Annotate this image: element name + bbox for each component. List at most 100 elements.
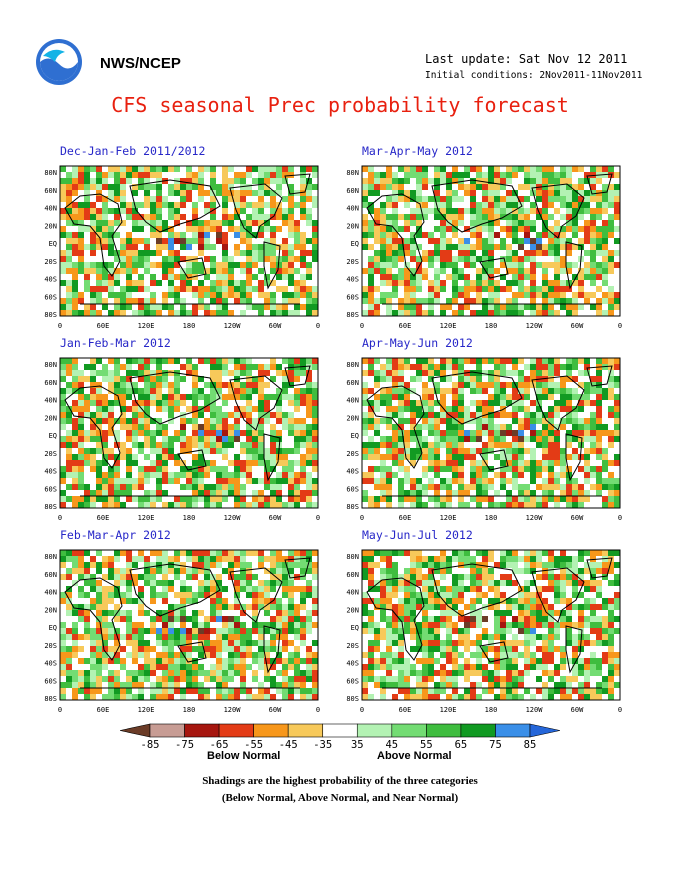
lat-tick-label: 60N <box>44 571 57 579</box>
colorbar-swatch <box>184 723 220 738</box>
lat-tick-label: 40S <box>346 276 359 284</box>
lat-tick-label: 80S <box>346 311 359 319</box>
colorbar-swatch <box>460 723 496 738</box>
lon-tick-label: 120W <box>224 322 242 330</box>
noaa-logo <box>36 39 82 85</box>
lat-tick-label: EQ <box>49 432 57 440</box>
agency-label: NWS/NCEP <box>100 55 181 72</box>
lon-tick-label: 180 <box>183 322 196 330</box>
lat-tick-label: 40S <box>44 468 57 476</box>
panel-title-fma: Feb-Mar-Apr 2012 <box>60 528 171 542</box>
lon-tick-label: 0 <box>316 514 320 522</box>
panel-title-mjj: May-Jun-Jul 2012 <box>362 528 473 542</box>
lat-tick-label: 60S <box>44 677 57 685</box>
colorbar-legend: -85 -75 -65 -55 -45 -35 35 45 55 65 75 85 <box>120 723 560 751</box>
panel-title-jfm: Jan-Feb-Mar 2012 <box>60 336 171 350</box>
panel-title-djf: Dec-Jan-Feb 2011/2012 <box>60 144 206 158</box>
colorbar-tick-label: -45 <box>279 739 298 751</box>
coastline <box>64 557 311 689</box>
lon-tick-label: 0 <box>360 514 364 522</box>
coastline <box>366 557 613 689</box>
lat-tick-label: 20N <box>346 222 359 230</box>
colorbar-left-arrow <box>120 723 151 738</box>
lon-tick-label: 0 <box>316 322 320 330</box>
lat-tick-label: 40S <box>44 660 57 668</box>
lat-tick-label: 60N <box>346 379 359 387</box>
lon-tick-label: 120W <box>224 514 242 522</box>
lat-tick-label: 60N <box>346 571 359 579</box>
colorbar-swatch <box>495 723 531 738</box>
colorbar-tick-label: 55 <box>420 739 433 751</box>
colorbar-tick-label: 65 <box>455 739 468 751</box>
probability-field <box>362 358 620 508</box>
lon-tick-label: 60E <box>399 706 412 714</box>
lon-tick-label: 0 <box>618 706 622 714</box>
lat-tick-label: 20N <box>44 222 57 230</box>
lat-tick-label: 40N <box>44 205 57 213</box>
lat-tick-label: 80S <box>346 503 359 511</box>
lat-tick-label: 20S <box>346 642 359 650</box>
map-panel-fma: 80N 60N 40N 20N EQ 20S 40S 60S 80S 0 60E 120E 180 120… <box>28 542 328 717</box>
coastline <box>64 365 311 497</box>
lon-tick-label: 0 <box>58 706 62 714</box>
lat-tick-label: 60S <box>346 677 359 685</box>
lon-tick-label: 0 <box>618 514 622 522</box>
lat-tick-label: 40S <box>346 468 359 476</box>
colorbar-tick-label: -35 <box>313 739 332 751</box>
lat-tick-label: 20N <box>346 414 359 422</box>
lat-tick-label: 80S <box>44 311 57 319</box>
colorbar-swatch <box>391 723 427 738</box>
lon-tick-label: 60E <box>97 706 110 714</box>
lat-tick-label: 60N <box>346 187 359 195</box>
lon-tick-label: 180 <box>485 514 498 522</box>
lon-tick-label: 180 <box>485 706 498 714</box>
lat-tick-label: 40N <box>44 397 57 405</box>
lat-tick-label: 20S <box>44 450 57 458</box>
lon-tick-label: 120W <box>526 706 544 714</box>
colorbar-swatch <box>218 723 254 738</box>
lat-tick-label: 20S <box>346 450 359 458</box>
lat-tick-label: 20N <box>44 414 57 422</box>
lat-tick-label: 60S <box>44 293 57 301</box>
colorbar-tick-label: -55 <box>244 739 263 751</box>
colorbar-swatch <box>426 723 462 738</box>
lon-tick-label: 60W <box>571 322 584 330</box>
lon-tick-label: 120E <box>138 706 155 714</box>
lon-tick-label: 60W <box>269 706 282 714</box>
colorbar-tick-label: 45 <box>385 739 398 751</box>
lon-tick-label: 0 <box>58 322 62 330</box>
panel-title-mam: Mar-Apr-May 2012 <box>362 144 473 158</box>
lat-tick-label: 20N <box>346 606 359 614</box>
lon-tick-label: 120W <box>224 706 242 714</box>
map-panel-mam: 80N 60N 40N 20N EQ 20S 40S 60S 80S 0 60E 120E 180 120… <box>330 158 630 333</box>
coastline <box>366 173 613 305</box>
lat-tick-label: 60N <box>44 379 57 387</box>
lat-tick-label: 40N <box>346 589 359 597</box>
coastline <box>64 173 311 305</box>
colorbar-tick-label: 35 <box>351 739 364 751</box>
lon-tick-label: 0 <box>360 706 364 714</box>
initial-conditions-text: Initial conditions: 2Nov2011-11Nov2011 <box>425 70 643 81</box>
lat-tick-label: 20N <box>44 606 57 614</box>
lat-tick-label: 80N <box>346 361 359 369</box>
colorbar-tick-label: -85 <box>141 739 160 751</box>
lat-tick-label: 80N <box>44 361 57 369</box>
lat-tick-label: 40N <box>346 205 359 213</box>
lat-tick-label: EQ <box>351 624 359 632</box>
lat-tick-label: 20S <box>346 258 359 266</box>
probability-field <box>60 550 318 700</box>
lat-tick-label: 60S <box>346 485 359 493</box>
colorbar-tick-label: -75 <box>175 739 194 751</box>
lat-tick-label: EQ <box>351 432 359 440</box>
lat-tick-label: 80N <box>346 553 359 561</box>
lon-tick-label: 60E <box>97 514 110 522</box>
colorbar-swatch <box>322 723 358 738</box>
lon-tick-label: 180 <box>485 322 498 330</box>
lon-tick-label: 60W <box>269 322 282 330</box>
coastline <box>366 365 613 497</box>
